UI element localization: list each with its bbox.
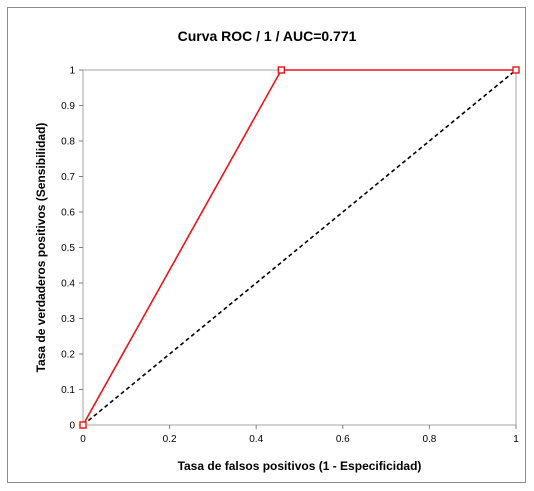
roc-curve-line bbox=[82, 69, 516, 426]
y-tick-label: 0.3 bbox=[61, 314, 75, 325]
roc-point-marker bbox=[277, 66, 286, 74]
y-tick-label: 0.1 bbox=[61, 385, 75, 396]
x-axis-label: Tasa de falsos positivos (1 - Especifici… bbox=[178, 459, 422, 473]
roc-point-marker bbox=[79, 421, 87, 429]
y-tick-label: 0 bbox=[69, 421, 75, 432]
x-tick-label: 0.2 bbox=[163, 434, 177, 445]
x-tick-label: 0 bbox=[80, 434, 86, 445]
y-tick-label: 0.6 bbox=[61, 208, 75, 219]
y-tick-label: 0.2 bbox=[61, 350, 75, 361]
y-axis-ticks: 0 0.1 0.2 0.3 0.4 0.5 0.6 0.7 0.8 0.9 1 bbox=[61, 66, 83, 432]
x-tick-label: 1 bbox=[513, 434, 519, 445]
roc-point-marker bbox=[512, 66, 520, 74]
plot-area bbox=[82, 69, 517, 426]
x-tick-label: 0.8 bbox=[422, 434, 436, 445]
x-tick-label: 0.6 bbox=[336, 434, 350, 445]
y-tick-label: 0.4 bbox=[61, 279, 75, 290]
reference-diagonal-line bbox=[82, 69, 517, 426]
chart-title: Curva ROC / 1 / AUC=0.771 bbox=[178, 28, 357, 44]
y-tick-label: 0.7 bbox=[61, 172, 75, 183]
y-axis-label: Tasa de verdaderos positivos (Sensibilid… bbox=[34, 123, 48, 373]
series-layer bbox=[79, 66, 520, 429]
y-tick-label: 0.9 bbox=[61, 101, 75, 112]
y-tick-label: 0.8 bbox=[61, 137, 75, 148]
x-axis-ticks: 0 0.2 0.4 0.6 0.8 1 bbox=[80, 425, 519, 445]
y-tick-label: 1 bbox=[69, 66, 75, 77]
y-tick-label: 0.5 bbox=[61, 243, 75, 254]
x-tick-label: 0.4 bbox=[249, 434, 263, 445]
chart-frame bbox=[7, 7, 526, 483]
